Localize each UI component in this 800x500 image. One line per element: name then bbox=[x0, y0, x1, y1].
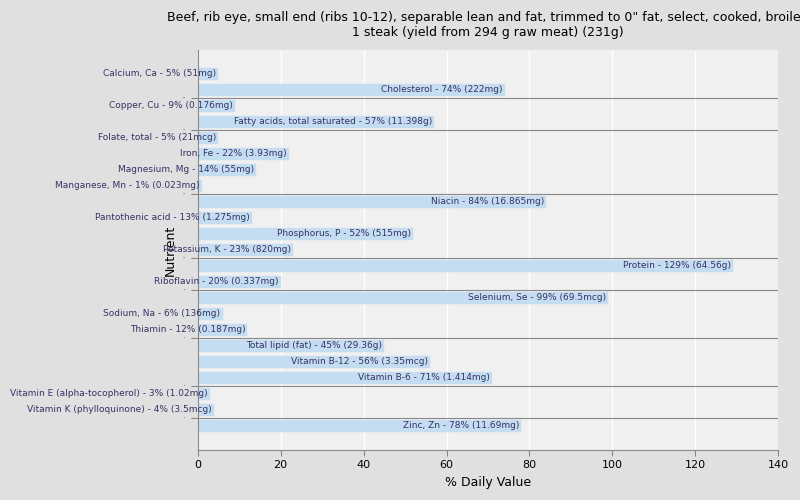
Bar bbox=[198, 212, 251, 224]
Text: Vitamin B-12 - 56% (3.35mcg): Vitamin B-12 - 56% (3.35mcg) bbox=[291, 358, 428, 366]
Text: Selenium, Se - 99% (69.5mcg): Selenium, Se - 99% (69.5mcg) bbox=[468, 294, 606, 302]
Text: Potassium, K - 23% (820mg): Potassium, K - 23% (820mg) bbox=[163, 246, 291, 254]
Text: Iron, Fe - 22% (3.93mg): Iron, Fe - 22% (3.93mg) bbox=[180, 150, 287, 158]
Bar bbox=[198, 340, 384, 351]
Title: Beef, rib eye, small end (ribs 10-12), separable lean and fat, trimmed to 0" fat: Beef, rib eye, small end (ribs 10-12), s… bbox=[167, 11, 800, 39]
Bar bbox=[198, 228, 414, 239]
Bar bbox=[198, 180, 202, 192]
Bar bbox=[198, 132, 218, 143]
Bar bbox=[198, 292, 608, 304]
Bar bbox=[198, 164, 256, 175]
Bar bbox=[198, 356, 430, 368]
Text: Vitamin E (alpha-tocopherol) - 3% (1.02mg): Vitamin E (alpha-tocopherol) - 3% (1.02m… bbox=[10, 390, 208, 398]
Bar bbox=[198, 276, 281, 287]
Bar bbox=[198, 372, 492, 384]
Text: Vitamin K (phylloquinone) - 4% (3.5mcg): Vitamin K (phylloquinone) - 4% (3.5mcg) bbox=[27, 406, 212, 414]
Bar bbox=[198, 388, 210, 400]
Bar bbox=[198, 116, 434, 128]
Bar bbox=[198, 100, 235, 112]
X-axis label: % Daily Value: % Daily Value bbox=[445, 476, 531, 489]
Text: Fatty acids, total saturated - 57% (11.398g): Fatty acids, total saturated - 57% (11.3… bbox=[234, 118, 432, 126]
Text: Magnesium, Mg - 14% (55mg): Magnesium, Mg - 14% (55mg) bbox=[118, 166, 254, 174]
Text: Total lipid (fat) - 45% (29.36g): Total lipid (fat) - 45% (29.36g) bbox=[246, 342, 382, 350]
Bar bbox=[198, 260, 733, 272]
Text: Zinc, Zn - 78% (11.69mg): Zinc, Zn - 78% (11.69mg) bbox=[402, 422, 519, 430]
Y-axis label: Nutrient: Nutrient bbox=[164, 224, 177, 276]
Bar bbox=[198, 148, 289, 160]
Text: Niacin - 84% (16.865mg): Niacin - 84% (16.865mg) bbox=[430, 198, 544, 206]
Text: Folate, total - 5% (21mcg): Folate, total - 5% (21mcg) bbox=[98, 134, 216, 142]
Bar bbox=[198, 68, 218, 80]
Text: Cholesterol - 74% (222mg): Cholesterol - 74% (222mg) bbox=[381, 86, 502, 94]
Text: Phosphorus, P - 52% (515mg): Phosphorus, P - 52% (515mg) bbox=[278, 230, 411, 238]
Text: Thiamin - 12% (0.187mg): Thiamin - 12% (0.187mg) bbox=[130, 326, 246, 334]
Bar bbox=[198, 324, 247, 336]
Bar bbox=[198, 404, 214, 415]
Bar bbox=[198, 244, 293, 256]
Text: Calcium, Ca - 5% (51mg): Calcium, Ca - 5% (51mg) bbox=[103, 70, 216, 78]
Bar bbox=[198, 420, 521, 432]
Bar bbox=[198, 196, 546, 207]
Text: Manganese, Mn - 1% (0.023mg): Manganese, Mn - 1% (0.023mg) bbox=[55, 182, 200, 190]
Text: Sodium, Na - 6% (136mg): Sodium, Na - 6% (136mg) bbox=[103, 310, 221, 318]
Text: Riboflavin - 20% (0.337mg): Riboflavin - 20% (0.337mg) bbox=[154, 278, 278, 286]
Bar bbox=[198, 84, 505, 96]
Bar bbox=[198, 308, 222, 320]
Text: Vitamin B-6 - 71% (1.414mg): Vitamin B-6 - 71% (1.414mg) bbox=[358, 374, 490, 382]
Text: Protein - 129% (64.56g): Protein - 129% (64.56g) bbox=[622, 262, 730, 270]
Text: Pantothenic acid - 13% (1.275mg): Pantothenic acid - 13% (1.275mg) bbox=[94, 214, 250, 222]
Text: Copper, Cu - 9% (0.176mg): Copper, Cu - 9% (0.176mg) bbox=[109, 102, 233, 110]
